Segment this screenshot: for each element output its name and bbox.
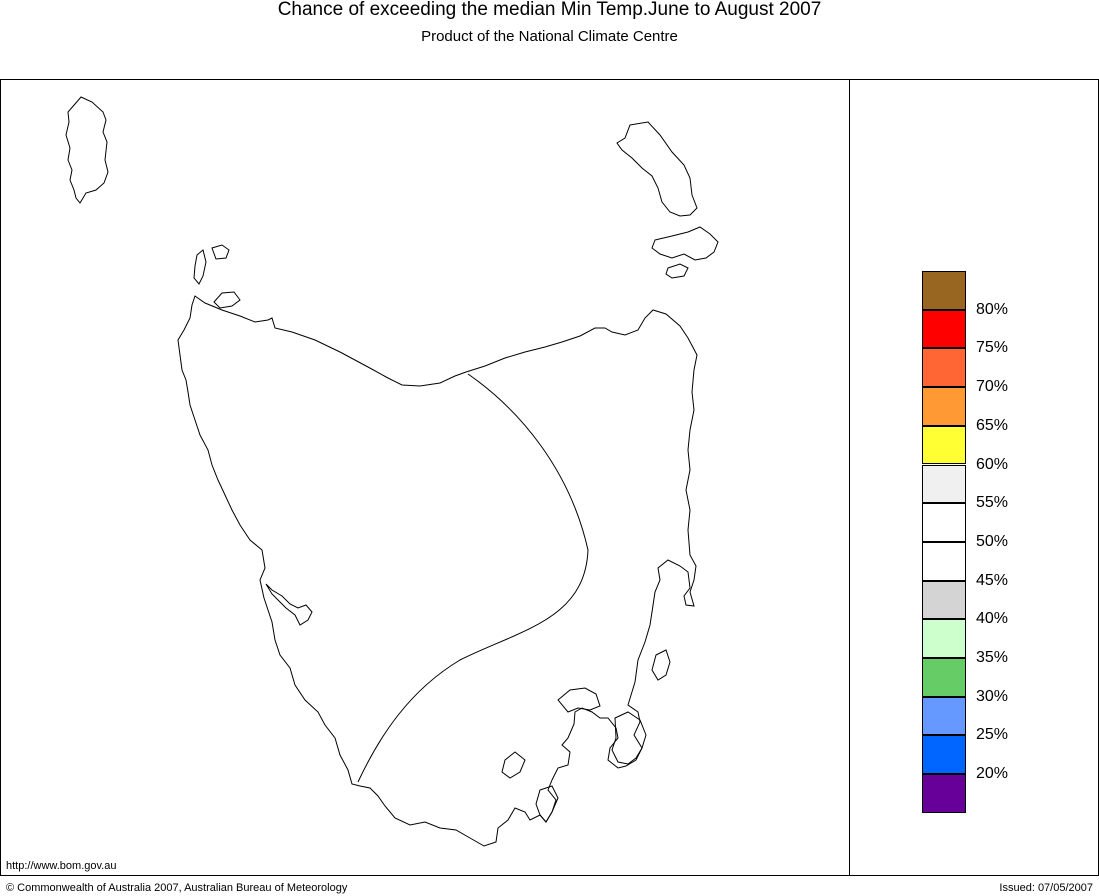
legend-label: 30% — [976, 687, 1009, 705]
copyright-notice: © Commonwealth of Australia 2007, Austra… — [6, 882, 348, 894]
legend-swatch — [922, 387, 966, 426]
legend-swatch — [922, 271, 966, 310]
cape-barren-island — [651, 226, 719, 261]
legend-swatch — [922, 658, 966, 697]
three-hummock-island — [211, 244, 230, 260]
clarke-island — [665, 263, 689, 279]
legend-label: 60% — [976, 455, 1009, 473]
legend-swatch — [922, 464, 966, 504]
legend-label: 35% — [976, 649, 1009, 666]
legend-swatch — [922, 580, 966, 620]
legend-swatch — [922, 619, 966, 658]
legend-label: 65% — [976, 416, 1009, 434]
macquarie-harbour — [265, 583, 313, 626]
tasman-peninsula — [611, 711, 647, 765]
derwent-estuary — [557, 687, 601, 713]
legend-label: 70% — [976, 378, 1009, 396]
flinders-island — [616, 121, 698, 217]
map-panel — [0, 79, 849, 876]
hunter-island — [193, 249, 207, 285]
map-subtitle: Product of the National Climate Centre — [421, 28, 678, 45]
legend-label: 80% — [976, 300, 1009, 318]
southern-inlet — [501, 751, 526, 779]
legend-label: 75% — [976, 339, 1009, 357]
legend-label: 55% — [976, 494, 1009, 512]
bruny-island — [535, 785, 559, 823]
legend-label: 20% — [976, 765, 1009, 783]
legend-swatch — [922, 348, 966, 388]
legend-swatch — [922, 774, 966, 813]
legend-label: 40% — [976, 610, 1009, 628]
source-url[interactable]: http://www.bom.gov.au — [6, 860, 117, 872]
legend-swatch — [922, 503, 966, 542]
maria-island — [651, 649, 671, 681]
legend-swatch — [922, 309, 966, 349]
legend-swatch — [922, 541, 966, 581]
legend-swatch — [922, 696, 966, 736]
issued-date: Issued: 07/05/2007 — [999, 882, 1093, 894]
legend-label: 25% — [976, 726, 1009, 744]
legend-swatch — [922, 425, 966, 465]
probability-contour — [357, 373, 589, 783]
legend-label: 50% — [976, 532, 1009, 550]
robbins-island — [213, 291, 241, 309]
king-island — [65, 96, 109, 204]
legend-label: 45% — [976, 571, 1009, 589]
legend-swatch — [922, 735, 966, 775]
tasmania-mainland — [177, 295, 698, 847]
map-title: Chance of exceeding the median Min Temp.… — [277, 0, 822, 20]
